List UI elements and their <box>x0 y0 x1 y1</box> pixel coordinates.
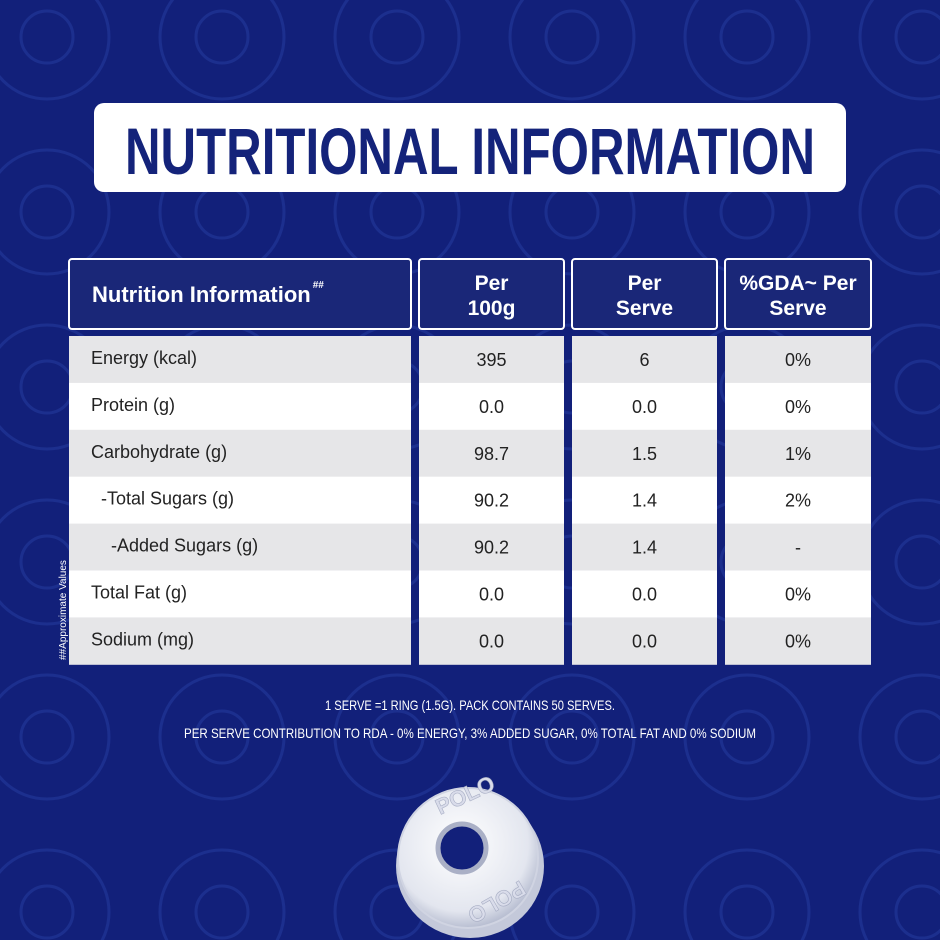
row-label: Total Fat (g) <box>91 583 187 603</box>
header-line: Serve <box>769 297 826 320</box>
table-cell <box>419 429 564 478</box>
table-cell <box>69 570 411 618</box>
table-cell <box>572 382 717 431</box>
cell-value: 2% <box>785 491 811 511</box>
row-label: Energy (kcal) <box>91 348 197 368</box>
table-cell <box>572 570 717 618</box>
header-text: Per 100g <box>468 272 516 320</box>
table-cell <box>572 336 717 384</box>
cell-value: 0.0 <box>632 585 657 605</box>
table-cell <box>419 523 564 571</box>
row-label: -Added Sugars (g) <box>111 536 258 556</box>
row-label: -Total Sugars (g) <box>101 489 234 509</box>
header-cell <box>571 258 718 330</box>
cell-value: 0% <box>785 397 811 417</box>
header-text: %GDA~ Per Serve <box>739 272 856 320</box>
table-cell <box>725 336 871 384</box>
cell-value: 0.0 <box>632 631 657 651</box>
table-cell <box>725 382 871 431</box>
title-box <box>94 103 846 192</box>
header-cell <box>418 258 565 330</box>
footnote: 1 SERVE =1 RING (1.5G). PACK CONTAINS 50… <box>325 697 615 713</box>
cell-value: 90.2 <box>474 538 509 558</box>
cell-value: 0% <box>785 585 811 605</box>
header-line: Per <box>628 272 662 295</box>
table-cell <box>572 476 717 525</box>
row-label: Sodium (mg) <box>91 629 194 649</box>
row-label: Protein (g) <box>91 395 175 415</box>
header-cell <box>68 258 412 330</box>
table-cell <box>419 570 564 618</box>
candy: POLO POLO <box>396 770 544 938</box>
header-line: Per <box>475 272 509 295</box>
table-cell <box>419 336 564 384</box>
cell-value: 0.0 <box>479 631 504 651</box>
table-cell <box>725 476 871 525</box>
table-cell <box>572 429 717 478</box>
header-sup: ## <box>313 280 325 291</box>
table-cell <box>572 523 717 571</box>
table-cell <box>419 617 564 665</box>
cell-value: 0.0 <box>479 397 504 417</box>
table-cell <box>419 382 564 431</box>
header-text: Nutrition Information <box>92 282 311 307</box>
header-line: Serve <box>616 297 673 320</box>
header-line: %GDA~ Per <box>739 272 856 295</box>
table-cell <box>69 429 411 478</box>
cell-value: 395 <box>476 350 506 370</box>
row-label: Carbohydrate (g) <box>91 442 227 462</box>
cell-value: 0% <box>785 350 811 370</box>
cell-value: 0.0 <box>632 397 657 417</box>
table-cell <box>69 617 411 665</box>
table-cell <box>725 523 871 571</box>
cell-value: 6 <box>639 350 649 370</box>
table-cell <box>572 617 717 665</box>
footnote: PER SERVE CONTRIBUTION TO RDA - 0% ENERG… <box>184 725 756 741</box>
table-cell <box>725 429 871 478</box>
table-cell <box>419 476 564 525</box>
cell-value: 0.0 <box>479 585 504 605</box>
header-text: Per Serve <box>616 272 673 320</box>
table-cell <box>69 476 411 525</box>
cell-value: 98.7 <box>474 444 509 464</box>
header-line: 100g <box>468 297 516 320</box>
cell-value: 0% <box>785 631 811 651</box>
header-cell <box>724 258 872 330</box>
cell-value: 1.4 <box>632 538 657 558</box>
table-cell <box>69 382 411 431</box>
side-note: ##Approximate Values <box>58 560 69 660</box>
cell-value: 1.5 <box>632 444 657 464</box>
table-cell <box>69 336 411 384</box>
table-cell <box>69 523 411 571</box>
cell-value: 90.2 <box>474 491 509 511</box>
cell-value: 1.4 <box>632 491 657 511</box>
cell-value: - <box>795 538 801 558</box>
table-cell <box>725 570 871 618</box>
cell-value: 1% <box>785 444 811 464</box>
title: NUTRITIONAL INFORMATION <box>125 114 815 188</box>
table-cell <box>725 617 871 665</box>
